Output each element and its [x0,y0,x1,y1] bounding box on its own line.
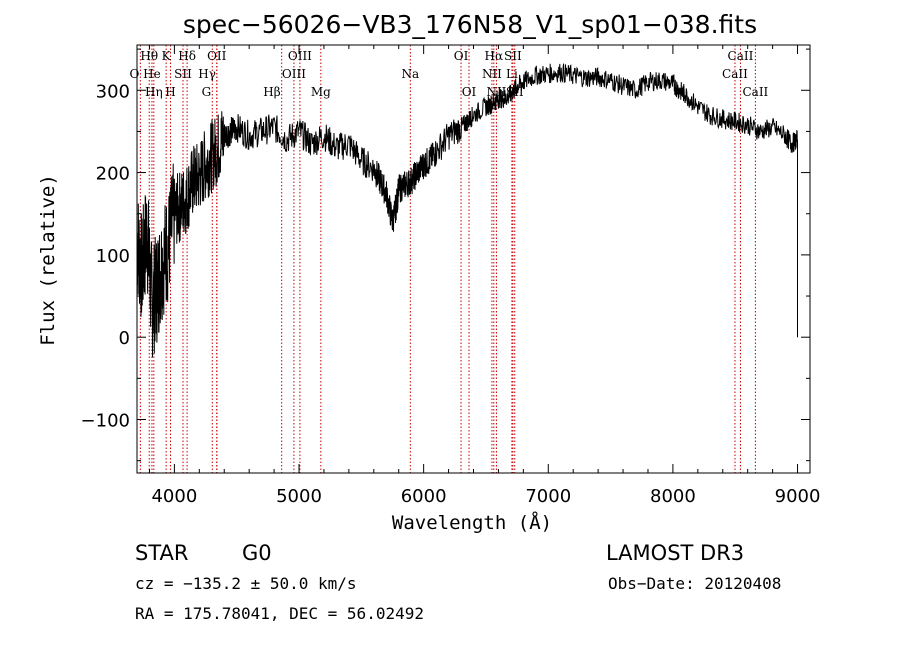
y-axis-label: Flux (relative) [37,174,59,346]
spectral-line-label: OIII [282,67,306,81]
x-tick-label: 8000 [650,486,696,507]
spectral-line-label: Hθ [140,49,158,63]
spectral-line-label: Hη [145,85,163,99]
object-class: STAR [135,541,188,565]
chart-title: spec−56026−VB3_176N58_V1_sp01−038.fits [183,10,757,39]
spectral-line-label: CaII [742,85,768,99]
y-tick-label: 200 [96,164,130,185]
spectral-line-label: He [143,67,161,81]
spectral-line-label: Mg [311,85,331,99]
spectral-line-label: OII [207,49,227,63]
spectral-line-label: Hδ [178,49,196,63]
spectrum-line [136,63,798,358]
x-axis-label: Wavelength (Å) [392,511,552,534]
spectral-line-label: CaII [722,67,748,81]
spectral-line-label: G [202,85,212,99]
spectral-line-markers [139,45,756,473]
spectral-line-label: OIII [288,49,312,63]
spectral-line-label: SII [174,67,192,81]
spectral-line-label: NII [482,67,502,81]
redshift-info: cz = −135.2 ± 50.0 km/s [135,574,357,593]
x-tick-label: 7000 [525,486,571,507]
y-tick-label: 300 [96,81,130,102]
x-tick-label: 4000 [151,486,197,507]
spectral-line-label: Hγ [198,67,216,81]
spectral-line-label: Na [401,67,419,81]
spectral-line-label: OI [462,85,477,99]
observation-date: Obs−Date: 20120408 [608,574,781,593]
y-tick-label: 0 [119,328,130,349]
y-tick-label: 100 [96,246,130,267]
survey-name: LAMOST DR3 [606,541,744,565]
x-tick-label: 9000 [775,486,821,507]
spectral-line-label: Li [506,67,518,81]
spectral-line-label: Hβ [263,85,280,99]
object-subclass: G0 [242,541,272,565]
spectral-line-label: CaII [728,49,754,63]
x-axis-ticks [148,45,799,473]
coordinates: RA = 175.78041, DEC = 56.02492 [135,604,424,623]
spectral-line-label: SII [504,49,522,63]
spectral-line-label: H [165,85,175,99]
spectral-line-label: K [162,49,172,63]
x-tick-label: 6000 [401,486,447,507]
spectral-line-label: Hα [485,49,504,63]
y-axis-ticks [137,48,810,462]
y-tick-label: −100 [81,411,130,432]
x-tick-label: 5000 [276,486,322,507]
spectral-line-label: OI [454,49,469,63]
spectral-line-label: O [130,67,140,81]
